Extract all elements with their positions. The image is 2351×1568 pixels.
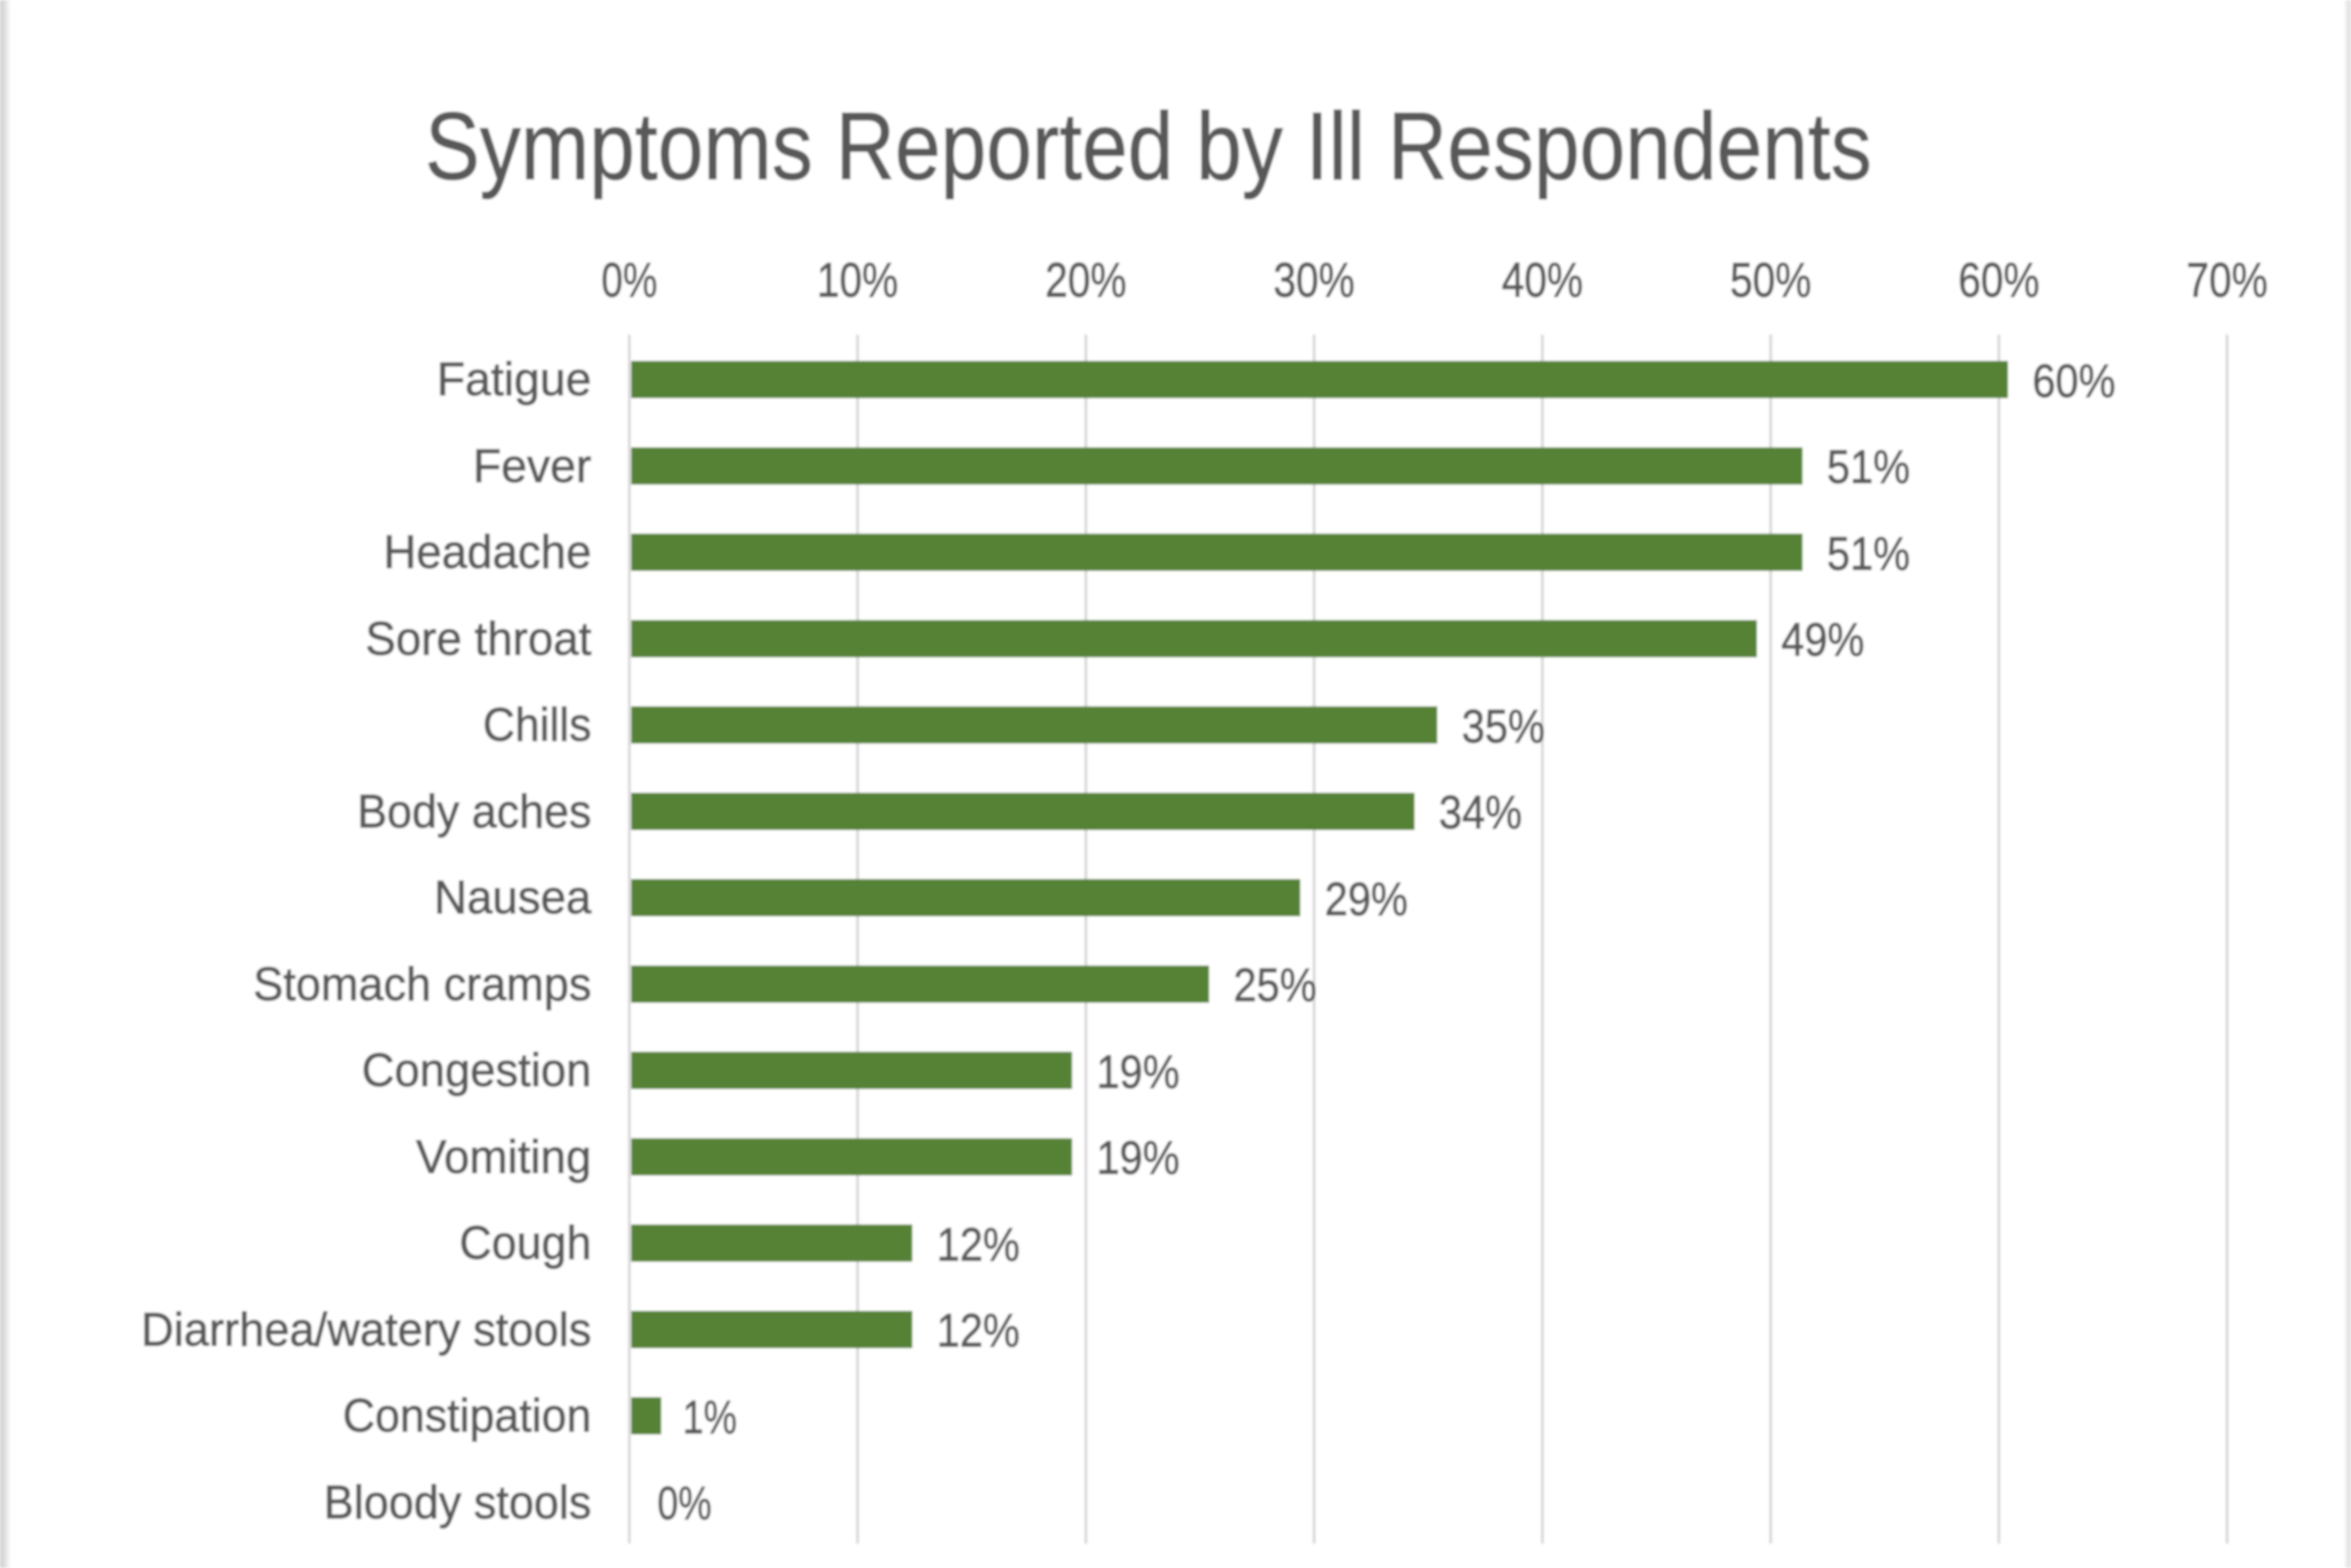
svg-text:10%: 10% bbox=[817, 253, 898, 307]
svg-text:Nausea: Nausea bbox=[434, 872, 591, 924]
svg-text:Constipation: Constipation bbox=[343, 1390, 591, 1442]
svg-text:25%: 25% bbox=[1233, 959, 1317, 1012]
svg-text:Fatigue: Fatigue bbox=[437, 354, 591, 406]
svg-text:70%: 70% bbox=[2186, 253, 2268, 307]
svg-text:35%: 35% bbox=[1462, 701, 1545, 753]
svg-text:Congestion: Congestion bbox=[362, 1044, 591, 1097]
svg-text:Fever: Fever bbox=[473, 440, 591, 493]
svg-text:40%: 40% bbox=[1502, 253, 1583, 307]
svg-text:60%: 60% bbox=[2033, 355, 2116, 408]
svg-text:29%: 29% bbox=[1325, 874, 1408, 926]
svg-text:Symptoms Reported by Ill Respo: Symptoms Reported by Ill Respondents bbox=[425, 93, 1872, 200]
svg-text:Cough: Cough bbox=[459, 1217, 591, 1270]
svg-text:Chills: Chills bbox=[483, 699, 591, 751]
svg-text:Headache: Headache bbox=[383, 526, 591, 579]
svg-text:50%: 50% bbox=[1730, 253, 1811, 307]
svg-text:51%: 51% bbox=[1827, 441, 1910, 494]
svg-text:Bloody stools: Bloody stools bbox=[324, 1477, 591, 1529]
svg-text:60%: 60% bbox=[1959, 253, 2040, 307]
svg-text:19%: 19% bbox=[1097, 1132, 1180, 1185]
svg-text:30%: 30% bbox=[1273, 253, 1355, 307]
svg-text:Diarrhea/watery stools: Diarrhea/watery stools bbox=[141, 1304, 591, 1356]
svg-text:Sore throat: Sore throat bbox=[365, 613, 592, 666]
svg-text:0%: 0% bbox=[657, 1478, 712, 1530]
svg-text:Stomach cramps: Stomach cramps bbox=[253, 959, 591, 1011]
svg-text:Body aches: Body aches bbox=[357, 786, 591, 838]
svg-text:20%: 20% bbox=[1045, 253, 1127, 307]
svg-text:19%: 19% bbox=[1097, 1046, 1180, 1099]
svg-text:12%: 12% bbox=[937, 1219, 1020, 1271]
svg-text:34%: 34% bbox=[1439, 787, 1522, 839]
svg-text:49%: 49% bbox=[1781, 614, 1865, 666]
svg-text:51%: 51% bbox=[1827, 528, 1910, 581]
svg-text:1%: 1% bbox=[683, 1392, 737, 1444]
svg-text:Vomiting: Vomiting bbox=[416, 1131, 591, 1184]
svg-text:12%: 12% bbox=[937, 1305, 1020, 1357]
svg-text:0%: 0% bbox=[601, 253, 657, 307]
